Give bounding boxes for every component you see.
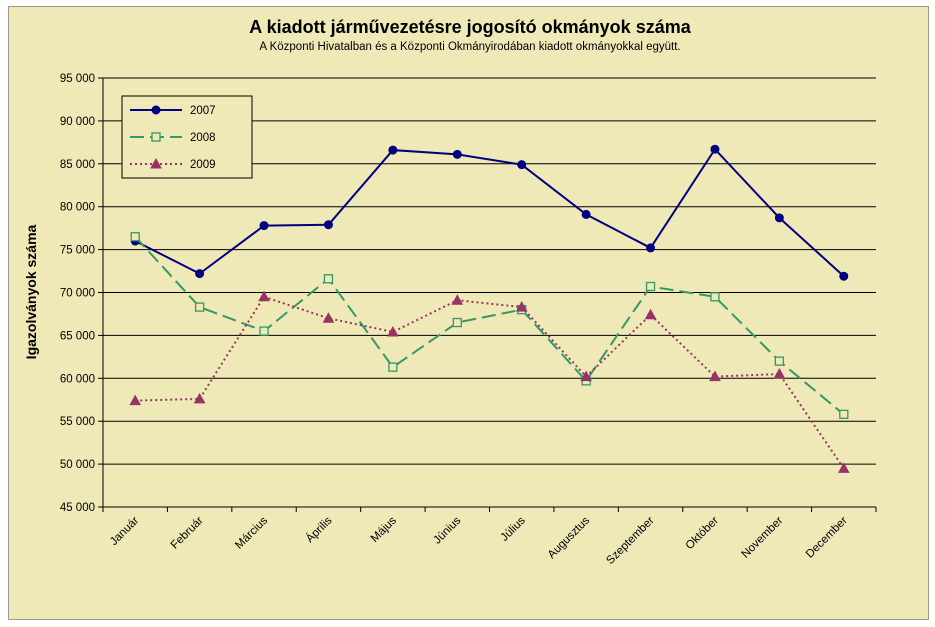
data-point [644, 308, 657, 320]
legend-label: 2008 [190, 132, 216, 144]
data-point [195, 269, 205, 279]
data-point [581, 209, 591, 219]
y-tick-label: 60 000 [60, 373, 95, 385]
data-point [259, 326, 269, 336]
data-point [517, 160, 527, 170]
data-point [645, 281, 656, 292]
legend: 2007 2008 2009 [121, 95, 253, 179]
y-tick-label: 55 000 [60, 416, 95, 428]
data-point [452, 149, 462, 159]
data-point [710, 292, 720, 302]
x-tick-label: Szeptember [604, 515, 656, 567]
y-tick-label: 65 000 [60, 330, 95, 342]
data-point [387, 325, 399, 337]
data-point [580, 370, 592, 382]
data-point [710, 144, 720, 154]
y-tick-label: 70 000 [60, 288, 95, 300]
x-tick-label: Február [169, 515, 206, 552]
series-2009 [129, 290, 850, 473]
x-tick-label: November [739, 515, 785, 561]
data-point [129, 394, 142, 406]
x-tick-label: December [804, 515, 850, 561]
x-tick-label: Október [684, 515, 722, 553]
x-tick-label: Április [303, 514, 335, 546]
data-point [193, 392, 206, 404]
series-line [134, 236, 845, 416]
data-point [839, 409, 849, 419]
data-point [258, 290, 270, 302]
data-point [646, 243, 656, 253]
y-tick-label: 45 000 [60, 502, 95, 514]
x-tick-label: Május [369, 514, 399, 544]
data-point [515, 301, 528, 312]
data-point [323, 274, 334, 284]
data-point [259, 221, 269, 231]
y-tick-label: 85 000 [60, 159, 95, 171]
data-point [709, 370, 721, 382]
y-tick-label: 50 000 [60, 459, 95, 471]
data-point [773, 367, 786, 379]
data-point [323, 220, 333, 230]
legend-marker [151, 132, 161, 142]
data-point [774, 213, 784, 223]
y-tick-label: 95 000 [60, 73, 95, 85]
y-axis-label: Igazolványok száma [23, 224, 39, 359]
series-line [134, 147, 845, 277]
y-tick-label: 90 000 [60, 116, 95, 128]
chart-subtitle: A Központi Hivatalban és a Központi Okmá… [259, 41, 680, 53]
legend-marker [151, 105, 161, 115]
series-line [135, 295, 845, 469]
data-point [837, 462, 850, 473]
x-tick-label: Június [431, 514, 463, 546]
data-point [451, 294, 464, 305]
series-2007 [130, 144, 849, 281]
y-tick-label: 80 000 [60, 202, 95, 214]
data-point [322, 312, 335, 323]
x-tick-label: Július [499, 514, 528, 543]
data-point [388, 145, 398, 155]
data-point [774, 356, 785, 366]
chart-title: A kiadott járművezetésre jogosító okmány… [249, 17, 691, 37]
legend-label: 2009 [190, 159, 216, 171]
data-point [194, 302, 205, 312]
data-point [839, 271, 849, 281]
data-point [388, 362, 398, 372]
data-point [130, 232, 140, 242]
x-tick-label: Augusztus [546, 514, 593, 561]
x-tick-label: Március [233, 514, 270, 551]
x-tick-label: Január [108, 515, 141, 548]
y-tick-label: 75 000 [60, 245, 95, 257]
legend-marker [150, 157, 162, 169]
data-point [452, 317, 462, 328]
series-2008 [130, 232, 849, 419]
legend-label: 2007 [190, 105, 216, 117]
